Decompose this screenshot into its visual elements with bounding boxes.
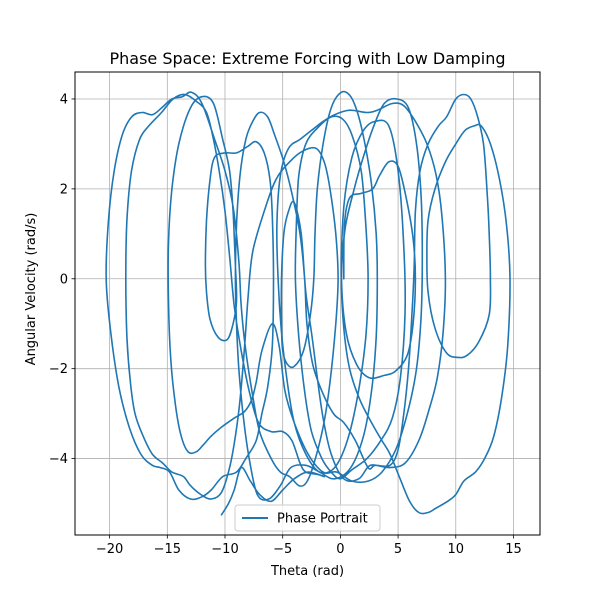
chart-title: Phase Space: Extreme Forcing with Low Da… bbox=[109, 49, 505, 68]
x-axis-label: Theta (rad) bbox=[270, 564, 344, 579]
y-tick-label: −2 bbox=[49, 362, 68, 377]
y-tick-label: −4 bbox=[49, 452, 68, 467]
x-tick-label: −10 bbox=[211, 542, 238, 557]
legend-box bbox=[234, 504, 381, 532]
x-tick-label: −20 bbox=[96, 542, 123, 557]
x-tick-label: −15 bbox=[154, 542, 181, 557]
y-tick-label: 4 bbox=[60, 92, 68, 107]
legend: Phase Portrait bbox=[234, 504, 381, 532]
series-line bbox=[105, 90, 511, 516]
series-layer bbox=[105, 90, 511, 516]
x-tick-label: 10 bbox=[447, 542, 464, 557]
x-axis-ticks: −20 −15 −10 −5 0 5 10 15 bbox=[96, 535, 522, 557]
y-tick-label: 0 bbox=[60, 272, 68, 287]
legend-label: Phase Portrait bbox=[277, 512, 368, 527]
y-axis-label: Angular Velocity (rad/s) bbox=[24, 213, 39, 366]
x-tick-label: 15 bbox=[505, 542, 522, 557]
x-tick-label: 0 bbox=[336, 542, 344, 557]
axes-frame bbox=[74, 71, 541, 536]
y-axis-ticks: −4 −2 0 2 4 bbox=[49, 92, 75, 467]
x-tick-label: 5 bbox=[394, 542, 402, 557]
y-tick-label: 2 bbox=[60, 182, 68, 197]
x-tick-label: −5 bbox=[273, 542, 292, 557]
